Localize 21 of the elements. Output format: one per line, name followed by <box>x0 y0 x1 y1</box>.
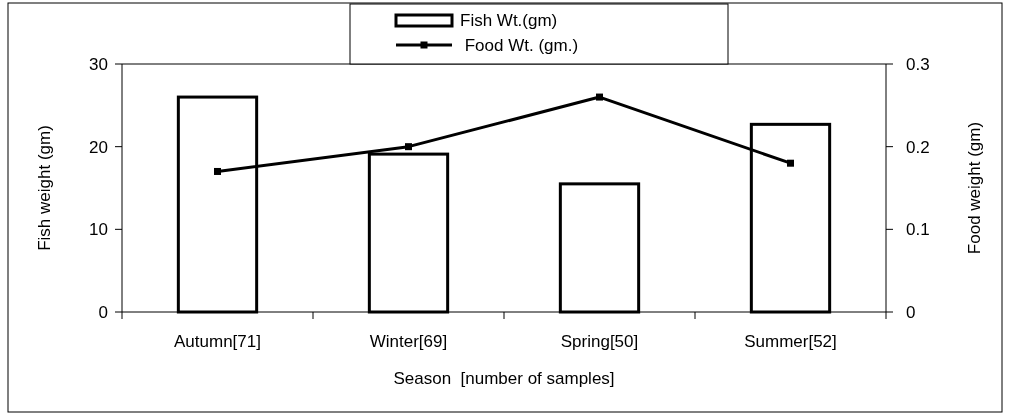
x-tick-label: Winter[69] <box>369 332 448 351</box>
point <box>214 167 221 175</box>
y2-tick-label: 0.3 <box>906 55 930 74</box>
y2-tick-label: 0 <box>906 303 916 322</box>
legend-label: Fish Wt.(gm) <box>460 11 558 30</box>
x-tick-label: Autumn[71] <box>174 332 261 351</box>
y2-axis-title: Food weight (gm) <box>965 121 984 255</box>
y-tick-label: 10 <box>89 220 108 240</box>
y-tick-label: 30 <box>89 55 108 74</box>
point <box>405 143 412 151</box>
point <box>596 93 603 101</box>
x-tick-label: Spring[50] <box>560 332 639 351</box>
y2-tick-label: 0.2 <box>906 137 930 157</box>
x-tick-label: Summer[52] <box>744 332 837 351</box>
y-tick-label: 20 <box>89 137 108 157</box>
y-tick-label: 0 <box>98 303 108 322</box>
y-axis-title: Fish weight (gm) <box>35 125 54 251</box>
legend-label: Food Wt. (gm.) <box>460 36 579 55</box>
x-axis-title: Season [number of samples] <box>393 369 615 388</box>
point <box>787 159 794 167</box>
y2-tick-label: 0.1 <box>906 220 930 240</box>
